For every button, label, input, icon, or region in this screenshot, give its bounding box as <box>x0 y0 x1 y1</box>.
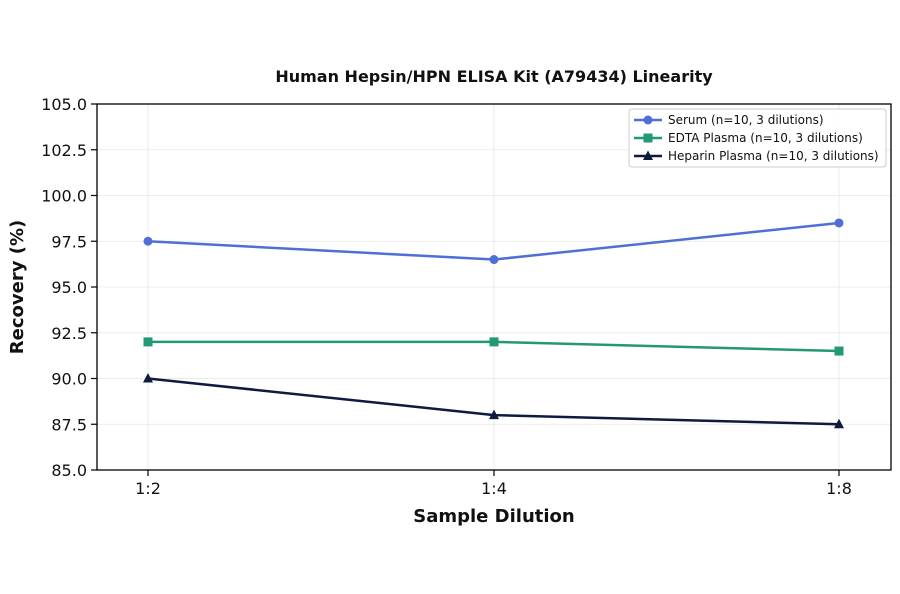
x-tick-label: 1:4 <box>481 479 507 498</box>
y-tick-label: 90.0 <box>51 370 87 389</box>
y-tick-label: 85.0 <box>51 461 87 480</box>
legend-item: Serum (n=10, 3 dilutions) <box>634 113 824 127</box>
y-tick-label: 87.5 <box>51 415 87 434</box>
series-2 <box>143 373 844 429</box>
legend-marker <box>643 133 653 143</box>
y-tick-label: 105.0 <box>41 95 87 114</box>
legend-marker <box>643 150 653 160</box>
legend-label: Serum (n=10, 3 dilutions) <box>668 113 824 127</box>
legend-item: EDTA Plasma (n=10, 3 dilutions) <box>634 131 863 145</box>
y-tick-label: 102.5 <box>41 141 87 160</box>
data-point <box>489 255 499 265</box>
y-tick-label: 100.0 <box>41 187 87 206</box>
data-point <box>834 218 844 228</box>
series-0 <box>143 218 844 265</box>
y-tick-label: 97.5 <box>51 232 87 251</box>
data-point <box>489 409 499 420</box>
plot-frame <box>96 103 892 471</box>
x-axis-label: Sample Dilution <box>413 506 574 527</box>
y-tick-label: 92.5 <box>51 324 87 343</box>
series-layer <box>143 218 844 429</box>
data-point <box>143 373 153 383</box>
series-1 <box>143 337 844 356</box>
data-point <box>143 337 153 347</box>
legend-label: Heparin Plasma (n=10, 3 dilutions) <box>668 149 879 163</box>
data-point <box>834 346 844 356</box>
legend-box <box>628 108 887 168</box>
data-point <box>834 418 844 429</box>
legend-item: Heparin Plasma (n=10, 3 dilutions) <box>634 149 879 163</box>
data-point <box>143 236 153 246</box>
legend-marker <box>643 115 653 125</box>
legend: Serum (n=10, 3 dilutions) EDTA Plasma (n=… <box>628 108 887 168</box>
x-tick-label: 1:8 <box>826 479 852 498</box>
chart-title: Human Hepsin/HPN ELISA Kit (A79434) Line… <box>275 67 713 86</box>
y-axis: 85.0 87.5 90.0 92.5 95.0 97.5 100.0 102.5 105.0 <box>41 95 97 480</box>
legend-label: EDTA Plasma (n=10, 3 dilutions) <box>668 131 863 145</box>
y-tick-label: 95.0 <box>51 278 87 297</box>
data-point <box>489 337 499 347</box>
x-tick-label: 1:2 <box>135 479 161 498</box>
x-axis: 1:2 1:4 1:8 <box>135 470 852 498</box>
y-axis-label: Recovery (%) <box>7 220 28 354</box>
